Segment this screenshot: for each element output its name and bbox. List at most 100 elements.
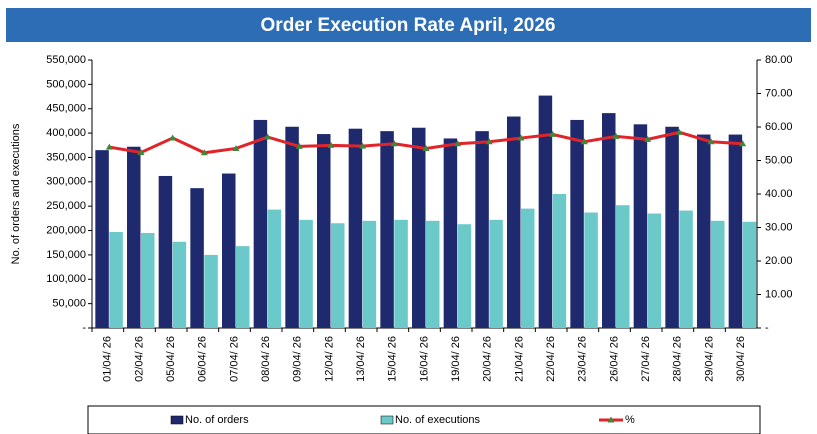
line-marker [517, 134, 525, 141]
y-tick-label: 350,000 [46, 151, 86, 163]
bar [602, 113, 616, 328]
title-banner [6, 8, 811, 42]
line-marker [105, 143, 113, 150]
bar [380, 131, 394, 328]
line-marker [169, 134, 177, 141]
bar [331, 223, 345, 328]
bar [679, 210, 693, 328]
x-tick-label: 09/04/ 26 [292, 336, 304, 382]
line-marker [549, 130, 557, 137]
line-marker [232, 144, 240, 151]
x-tick-label: 05/04/ 26 [165, 336, 177, 382]
y2-tick-label: - [765, 322, 769, 334]
line-marker [422, 144, 430, 151]
x-tick-label: 02/04/ 26 [133, 336, 145, 382]
line-marker [359, 142, 367, 149]
x-tick-label: 21/04/ 26 [513, 336, 525, 382]
line-marker [707, 138, 715, 145]
x-tick-label: 30/04/ 26 [735, 336, 747, 382]
line-marker [200, 149, 208, 156]
y-tick-label: 400,000 [46, 127, 86, 139]
y-tick-label: 300,000 [46, 176, 86, 188]
bar [426, 220, 440, 328]
bar [190, 188, 204, 328]
x-tick-label: 26/04/ 26 [608, 336, 620, 382]
line-marker [485, 138, 493, 145]
bar [267, 209, 282, 328]
bar [222, 173, 236, 328]
line-marker [295, 142, 303, 149]
line-marker [580, 138, 588, 145]
bar [394, 219, 408, 328]
bar [141, 232, 155, 328]
line-marker [612, 132, 620, 139]
bar [521, 208, 535, 328]
bar [711, 220, 725, 328]
x-tick-label: 15/04/ 26 [387, 336, 399, 382]
bar [299, 219, 313, 328]
y-tick-label: 100,000 [46, 273, 86, 285]
y2-tick-label: 40.00 [765, 188, 793, 200]
y2-tick-label: 30.00 [765, 221, 793, 233]
bar [317, 134, 331, 328]
x-tick-label: 27/04/ 26 [640, 336, 652, 382]
x-tick-label: 16/04/ 26 [418, 336, 430, 382]
line-marker [327, 141, 335, 148]
line-marker [454, 140, 462, 147]
y-tick-label: 200,000 [46, 224, 86, 236]
y2-tick-label: 10.00 [765, 288, 793, 300]
y-tick-label: 450,000 [46, 103, 86, 115]
line-marker [137, 148, 145, 155]
bar [633, 124, 648, 328]
legend-marker [607, 416, 615, 423]
y-tick-label: 50,000 [52, 298, 86, 310]
x-tick-label: 28/04/ 26 [672, 336, 684, 382]
y-tick-label: 550,000 [46, 54, 86, 66]
bar [236, 246, 250, 328]
line-marker [264, 133, 272, 140]
bar [127, 146, 141, 328]
x-tick-label: 20/04/ 26 [482, 336, 494, 382]
bar [95, 150, 109, 328]
y-tick-label: 250,000 [46, 200, 86, 212]
legend-swatch [170, 415, 184, 425]
bar [412, 127, 426, 328]
x-tick-label: 01/04/ 26 [102, 336, 114, 382]
bar [158, 175, 173, 328]
bar [362, 220, 377, 328]
bar [253, 119, 268, 329]
bar [457, 224, 472, 328]
x-tick-label: 23/04/ 26 [577, 336, 589, 382]
bar [728, 134, 743, 328]
x-tick-label: 06/04/ 26 [197, 336, 209, 382]
x-tick-label: 07/04/ 26 [228, 336, 240, 382]
x-tick-label: 29/04/ 26 [703, 336, 715, 382]
line-marker [675, 128, 683, 135]
bar [204, 254, 218, 328]
bar [538, 95, 553, 328]
bar [570, 119, 584, 329]
y-tick-label: 150,000 [46, 249, 86, 261]
x-tick-label: 12/04/ 26 [323, 336, 335, 382]
x-tick-label: 08/04/ 26 [260, 336, 272, 382]
bar [584, 212, 598, 328]
bar [665, 126, 679, 328]
x-tick-label: 22/04/ 26 [545, 336, 557, 382]
line-marker [390, 140, 398, 147]
y-tick-label: 500,000 [46, 78, 86, 90]
legend-label: No. of executions [395, 414, 480, 426]
bar [285, 126, 299, 328]
bar [507, 116, 521, 328]
legend-box [87, 405, 761, 434]
bar [616, 205, 630, 328]
bar [109, 232, 123, 328]
bar [348, 128, 363, 328]
x-tick-label: 13/04/ 26 [355, 336, 367, 382]
y-axis-label: No. of orders and executions [10, 123, 22, 264]
y2-tick-label: 80.00 [765, 54, 793, 66]
y2-tick-label: 50.00 [765, 154, 793, 166]
line-marker [739, 140, 747, 147]
legend-label: % [625, 414, 635, 426]
y2-tick-label: 20.00 [765, 255, 793, 267]
